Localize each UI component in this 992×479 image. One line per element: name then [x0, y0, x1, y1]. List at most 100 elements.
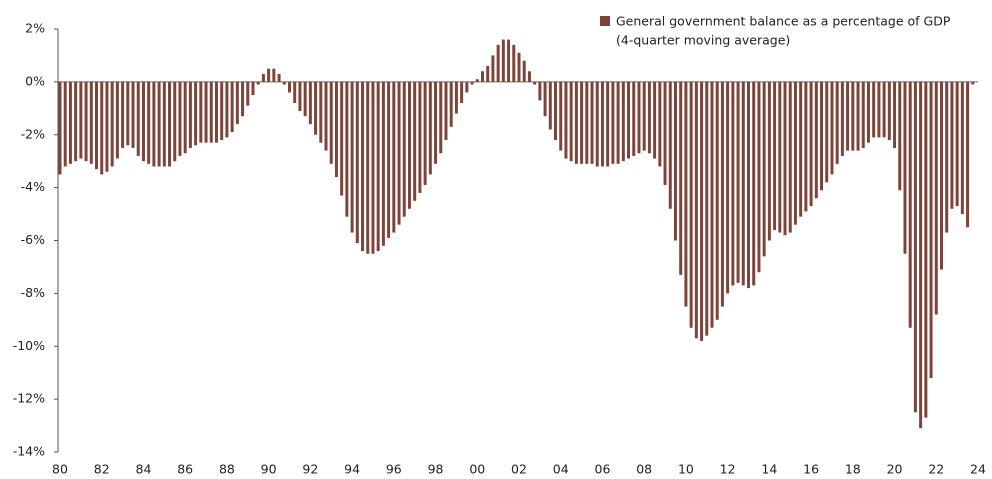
bar	[225, 81, 229, 138]
x-tick-label: 84	[136, 462, 152, 477]
bar	[178, 81, 182, 156]
bar	[355, 81, 359, 244]
bar	[799, 81, 803, 217]
bar	[736, 81, 740, 283]
legend-note: (4-quarter moving average)	[616, 33, 790, 48]
bar	[585, 81, 589, 164]
bar	[632, 81, 636, 156]
bar	[919, 81, 923, 429]
bar	[533, 81, 537, 85]
x-tick-label: 12	[720, 462, 736, 477]
bar	[454, 81, 458, 114]
bar	[684, 81, 688, 307]
bar	[267, 68, 271, 82]
bar	[647, 81, 651, 154]
x-tick-label: 02	[511, 462, 527, 477]
y-tick-label: -2%	[21, 126, 45, 141]
x-tick-label: 18	[845, 462, 861, 477]
bar	[564, 81, 568, 159]
bar	[882, 81, 886, 138]
bar	[79, 81, 83, 159]
bar	[126, 81, 130, 146]
x-tick-label: 88	[219, 462, 235, 477]
y-tick-label: -6%	[21, 232, 45, 247]
bar	[439, 81, 443, 154]
bar	[319, 81, 323, 143]
bar	[418, 81, 422, 193]
bar	[600, 81, 604, 167]
bar	[825, 81, 829, 183]
y-tick-label: -8%	[21, 285, 45, 300]
bar	[747, 81, 750, 289]
bar	[402, 81, 406, 217]
bar	[407, 81, 411, 209]
x-tick-label: 20	[887, 462, 903, 477]
bar	[554, 81, 558, 141]
bar	[851, 81, 855, 151]
bar	[241, 81, 245, 117]
bar	[152, 81, 156, 167]
bar	[705, 81, 709, 336]
bar	[950, 81, 954, 209]
bar	[522, 60, 526, 82]
x-tick-label: 24	[970, 462, 986, 477]
bar	[621, 81, 625, 162]
y-tick-label: 0%	[25, 73, 45, 88]
bar	[293, 81, 297, 104]
bar	[507, 39, 511, 82]
bar	[741, 81, 745, 286]
bar	[387, 81, 391, 238]
bar	[616, 81, 620, 164]
bar	[220, 81, 224, 141]
bar	[783, 81, 787, 236]
bar	[814, 81, 818, 199]
bar	[611, 81, 615, 164]
bar	[423, 81, 427, 185]
x-tick-label: 80	[52, 462, 68, 477]
bar	[444, 81, 448, 141]
bar	[157, 81, 161, 167]
bar	[966, 81, 970, 228]
bar	[298, 81, 302, 111]
bar	[95, 81, 99, 170]
bar	[371, 81, 375, 254]
bar	[413, 81, 417, 201]
bar	[642, 81, 646, 151]
bar	[230, 81, 234, 133]
bar	[470, 81, 474, 85]
bar	[334, 81, 338, 178]
bar	[465, 81, 469, 93]
bar	[68, 81, 72, 164]
x-tick-label: 98	[428, 462, 444, 477]
bar	[84, 81, 88, 162]
bar	[580, 81, 584, 164]
bar	[89, 81, 93, 164]
bar	[303, 81, 307, 117]
bar	[752, 81, 756, 286]
bar	[574, 81, 578, 164]
bar	[538, 81, 542, 101]
x-tick-label: 92	[302, 462, 318, 477]
bar	[376, 81, 380, 252]
bar	[345, 81, 349, 217]
bar	[392, 81, 396, 233]
bar	[350, 81, 354, 233]
bar	[731, 81, 735, 286]
bar	[903, 81, 907, 254]
bar	[277, 73, 281, 82]
bar	[74, 81, 78, 162]
bar	[131, 81, 135, 148]
bar	[856, 81, 860, 151]
x-tick-label: 16	[803, 462, 819, 477]
bar	[830, 81, 834, 175]
bar	[877, 81, 881, 138]
y-tick-label: -10%	[13, 338, 45, 353]
bar	[282, 81, 286, 85]
bar	[136, 81, 140, 156]
x-tick-label: 86	[177, 462, 193, 477]
bar	[214, 81, 218, 143]
bar	[898, 81, 902, 191]
bar	[308, 81, 312, 125]
